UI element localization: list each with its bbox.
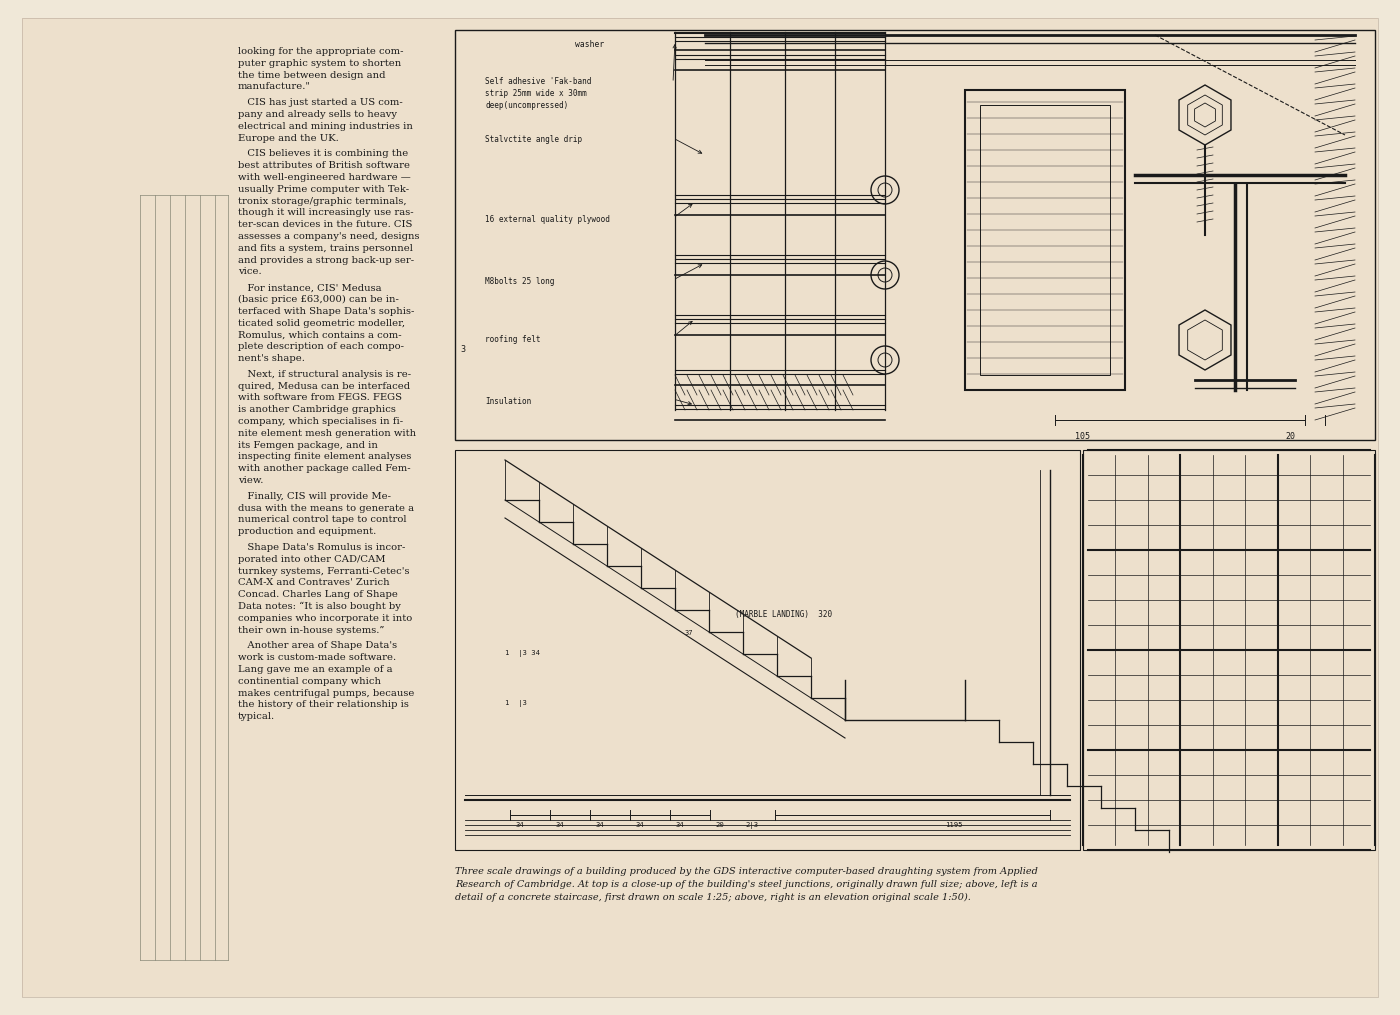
Text: Research of Cambridge. At top is a close-up of the building's steel junctions, o: Research of Cambridge. At top is a close… xyxy=(455,880,1037,889)
Text: CIS has just started a US com-: CIS has just started a US com- xyxy=(238,98,403,108)
Text: 20: 20 xyxy=(1285,432,1295,441)
Text: though it will increasingly use ras-: though it will increasingly use ras- xyxy=(238,208,413,217)
Text: companies who incorporate it into: companies who incorporate it into xyxy=(238,614,412,623)
Text: company, which specialises in fi-: company, which specialises in fi- xyxy=(238,417,403,426)
Text: usually Prime computer with Tek-: usually Prime computer with Tek- xyxy=(238,185,409,194)
Text: plete description of each compo-: plete description of each compo- xyxy=(238,342,405,351)
Text: 16 external quality plywood: 16 external quality plywood xyxy=(484,215,610,224)
Text: Another area of Shape Data's: Another area of Shape Data's xyxy=(238,641,398,651)
Text: and provides a strong back-up ser-: and provides a strong back-up ser- xyxy=(238,256,414,265)
Bar xyxy=(965,90,1126,390)
Text: puter graphic system to shorten: puter graphic system to shorten xyxy=(238,59,402,68)
Text: view.: view. xyxy=(238,476,263,485)
Text: with another package called Fem-: with another package called Fem- xyxy=(238,464,410,473)
Text: pany and already sells to heavy: pany and already sells to heavy xyxy=(238,110,398,119)
Text: Concad. Charles Lang of Shape: Concad. Charles Lang of Shape xyxy=(238,590,398,599)
Text: 34: 34 xyxy=(636,822,644,828)
Text: manufacture.": manufacture." xyxy=(238,82,311,91)
Text: the time between design and: the time between design and xyxy=(238,71,385,79)
Text: Europe and the UK.: Europe and the UK. xyxy=(238,134,339,142)
Text: washer: washer xyxy=(575,40,605,49)
Text: Three scale drawings of a building produced by the GDS interactive computer-base: Three scale drawings of a building produ… xyxy=(455,867,1037,876)
Text: numerical control tape to control: numerical control tape to control xyxy=(238,516,406,525)
Text: production and equipment.: production and equipment. xyxy=(238,527,377,536)
Text: with software from FEGS. FEGS: with software from FEGS. FEGS xyxy=(238,394,402,402)
Text: Stalvctite angle drip: Stalvctite angle drip xyxy=(484,135,582,144)
Text: Romulus, which contains a com-: Romulus, which contains a com- xyxy=(238,331,402,339)
Text: dusa with the means to generate a: dusa with the means to generate a xyxy=(238,503,414,513)
Text: Next, if structural analysis is re-: Next, if structural analysis is re- xyxy=(238,369,412,379)
Text: 20: 20 xyxy=(715,822,724,828)
Text: CIS believes it is combining the: CIS believes it is combining the xyxy=(238,149,409,158)
Text: deep(uncompressed): deep(uncompressed) xyxy=(484,102,568,110)
Text: CAM-X and Contraves' Zurich: CAM-X and Contraves' Zurich xyxy=(238,579,389,588)
Text: terfaced with Shape Data's sophis-: terfaced with Shape Data's sophis- xyxy=(238,307,414,316)
Text: 34: 34 xyxy=(675,822,683,828)
Text: its Femgen package, and in: its Femgen package, and in xyxy=(238,441,378,450)
Text: ticated solid geometric modeller,: ticated solid geometric modeller, xyxy=(238,319,405,328)
Text: For instance, CIS' Medusa: For instance, CIS' Medusa xyxy=(238,283,382,292)
Bar xyxy=(455,30,1375,439)
Text: makes centrifugal pumps, because: makes centrifugal pumps, because xyxy=(238,688,414,697)
Text: and fits a system, trains personnel: and fits a system, trains personnel xyxy=(238,244,413,253)
Text: best attributes of British software: best attributes of British software xyxy=(238,161,410,171)
Text: continential company which: continential company which xyxy=(238,677,381,686)
Text: vice.: vice. xyxy=(238,267,262,276)
Text: is another Cambridge graphics: is another Cambridge graphics xyxy=(238,405,396,414)
Text: Finally, CIS will provide Me-: Finally, CIS will provide Me- xyxy=(238,492,391,500)
Text: 2|3: 2|3 xyxy=(745,822,759,829)
Text: Shape Data's Romulus is incor-: Shape Data's Romulus is incor- xyxy=(238,543,406,552)
Text: typical.: typical. xyxy=(238,713,276,722)
Text: Data notes: “It is also bought by: Data notes: “It is also bought by xyxy=(238,602,400,611)
Text: 37: 37 xyxy=(685,630,693,636)
Text: quired, Medusa can be interfaced: quired, Medusa can be interfaced xyxy=(238,382,410,391)
Text: nent's shape.: nent's shape. xyxy=(238,354,305,363)
Text: looking for the appropriate com-: looking for the appropriate com- xyxy=(238,47,403,56)
Text: 105: 105 xyxy=(1075,432,1091,441)
Text: strip 25mm wide x 30mm: strip 25mm wide x 30mm xyxy=(484,89,587,98)
Text: M8bolts 25 long: M8bolts 25 long xyxy=(484,277,554,286)
Text: with well-engineered hardware —: with well-engineered hardware — xyxy=(238,173,410,182)
Text: electrical and mining industries in: electrical and mining industries in xyxy=(238,122,413,131)
Text: 1195: 1195 xyxy=(945,822,963,828)
Text: work is custom-made software.: work is custom-made software. xyxy=(238,654,396,662)
Text: porated into other CAD/CAM: porated into other CAD/CAM xyxy=(238,555,385,563)
Text: (basic price £63,000) can be in-: (basic price £63,000) can be in- xyxy=(238,295,399,304)
Text: Insulation: Insulation xyxy=(484,397,531,406)
Text: roofing felt: roofing felt xyxy=(484,335,540,344)
Text: 34: 34 xyxy=(595,822,603,828)
Text: (MARBLE LANDING)  320: (MARBLE LANDING) 320 xyxy=(735,610,832,619)
Text: Self adhesive 'Fak-band: Self adhesive 'Fak-band xyxy=(484,77,591,86)
Text: 3: 3 xyxy=(461,345,465,354)
Text: 1  |3 34: 1 |3 34 xyxy=(505,650,540,657)
Bar xyxy=(1084,450,1375,850)
Text: 34: 34 xyxy=(515,822,524,828)
Text: assesses a company's need, designs: assesses a company's need, designs xyxy=(238,232,420,241)
Text: 34: 34 xyxy=(554,822,564,828)
Bar xyxy=(980,105,1110,375)
Text: turnkey systems, Ferranti-Cetec's: turnkey systems, Ferranti-Cetec's xyxy=(238,566,409,576)
Text: nite element mesh generation with: nite element mesh generation with xyxy=(238,428,416,437)
Text: detail of a concrete staircase, first drawn on scale 1:25; above, right is an el: detail of a concrete staircase, first dr… xyxy=(455,893,970,902)
Text: inspecting finite element analyses: inspecting finite element analyses xyxy=(238,453,412,462)
Bar xyxy=(455,450,1079,850)
Text: Lang gave me an example of a: Lang gave me an example of a xyxy=(238,665,392,674)
Text: tronix storage/graphic terminals,: tronix storage/graphic terminals, xyxy=(238,197,406,206)
Text: 1  |3: 1 |3 xyxy=(505,700,526,707)
Text: their own in-house systems.”: their own in-house systems.” xyxy=(238,625,385,634)
Text: ter-scan devices in the future. CIS: ter-scan devices in the future. CIS xyxy=(238,220,413,229)
Text: the history of their relationship is: the history of their relationship is xyxy=(238,700,409,709)
